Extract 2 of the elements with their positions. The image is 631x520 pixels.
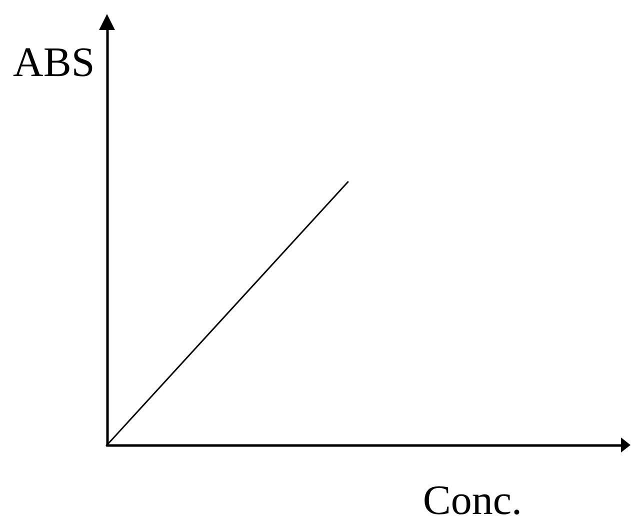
x-axis-title: Conc.: [422, 478, 522, 520]
y-axis-title: ABS: [13, 40, 95, 86]
